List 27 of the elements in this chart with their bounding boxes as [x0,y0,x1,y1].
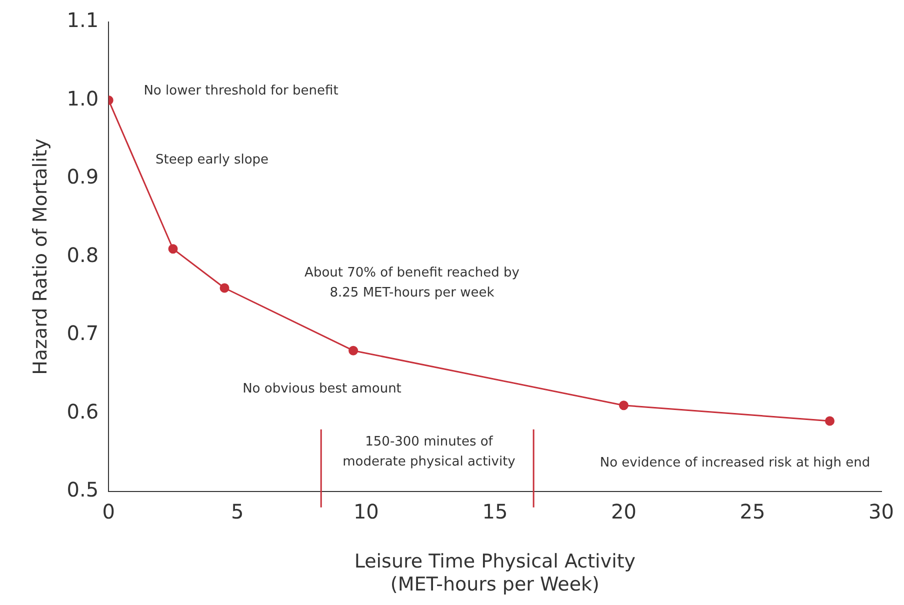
x-tick-label: 30 [868,500,894,524]
annotation: No obvious best amount [242,381,402,396]
annotation: Steep early slope [155,152,269,168]
y-tick-label: 1.0 [66,86,99,110]
y-tick-label: 0.6 [66,399,99,424]
x-tick-label: 5 [231,500,244,524]
point [618,400,628,410]
y-tick-label: 0.5 [66,478,99,502]
y-tick-label: 0.7 [66,321,99,346]
y-tick-label: 1.1 [66,8,99,32]
x-axis-title: Leisure Time Physical Activity (MET-hours per Week) [354,550,636,596]
y-axis-title: Hazard Ratio of Mortality [29,138,52,375]
point [348,346,358,356]
annotation: No lower threshold for benefit [144,83,338,98]
point [825,416,835,426]
x-tick-label: 25 [740,500,766,524]
y-tick-label: 0.8 [66,242,99,267]
point [168,244,178,254]
annotation: About 70% of benefit reached by 8.25 MET-hours per week [304,265,520,300]
y-tick-label: 0.9 [66,164,99,189]
x-tick-label: 10 [353,500,379,524]
point [220,283,230,293]
x-tick-label: 15 [482,500,508,524]
annotation: 150-300 minutes of moderate physical activity [342,434,516,470]
x-tick-label: 0 [102,500,115,524]
annotation: No evidence of increased risk at high end [600,455,870,470]
x-tick-label: 20 [610,500,636,524]
